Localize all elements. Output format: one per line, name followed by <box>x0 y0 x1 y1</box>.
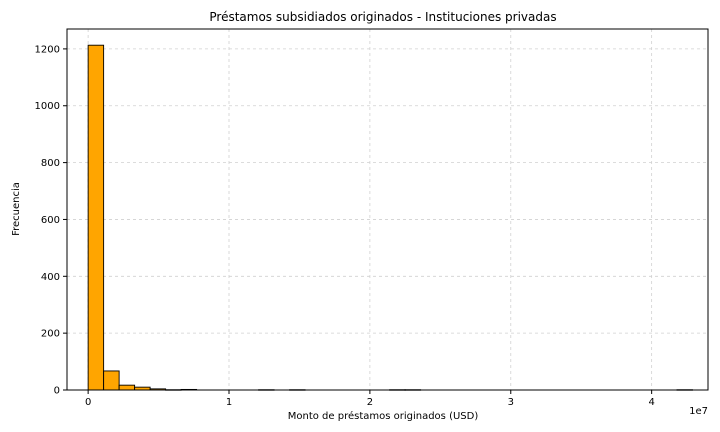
y-tick-label: 400 <box>41 272 60 283</box>
x-tick-label: 0 <box>85 397 91 408</box>
y-tick-label: 800 <box>41 158 60 169</box>
x-tick-label: 4 <box>648 397 654 408</box>
y-tick-label: 200 <box>41 329 60 340</box>
chart-title: Préstamos subsidiados originados - Insti… <box>209 10 556 24</box>
grid-lines <box>67 29 708 391</box>
y-axis-title: Frecuencia <box>11 182 22 236</box>
x-axis-title: Monto de préstamos originados (USD) <box>288 410 479 422</box>
x-tick-label: 3 <box>508 397 514 408</box>
x-axis-offset-label: 1e7 <box>689 406 708 417</box>
x-axis-ticks: 0 1 2 3 4 <box>85 390 655 408</box>
histogram-bar <box>87 44 105 391</box>
histogram-bar <box>103 370 120 391</box>
y-axis-ticks: 0 200 400 600 800 1000 1200 <box>35 44 67 397</box>
plot-frame <box>66 28 709 391</box>
x-tick-label: 1 <box>226 397 232 408</box>
histogram-bars <box>87 44 693 391</box>
x-tick-label: 2 <box>367 397 373 408</box>
y-tick-label: 0 <box>54 386 60 397</box>
y-tick-label: 1000 <box>35 101 60 112</box>
y-tick-label: 1200 <box>35 44 60 55</box>
histogram-bar <box>118 384 136 391</box>
y-tick-label: 600 <box>41 215 60 226</box>
